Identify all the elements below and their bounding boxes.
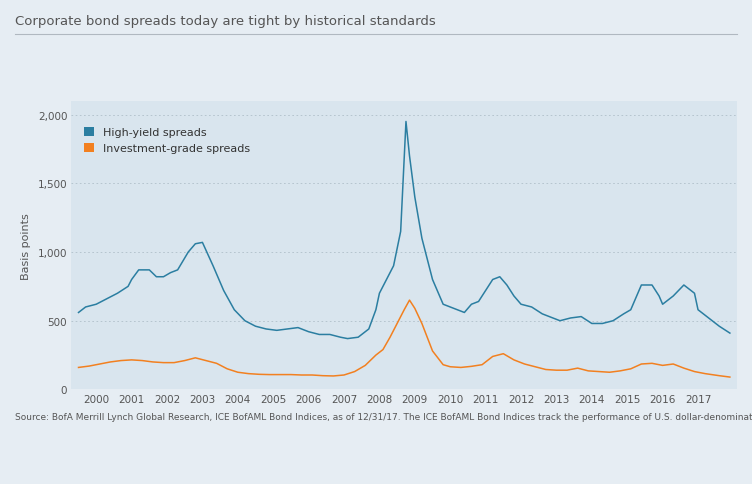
Y-axis label: Basis points: Basis points — [21, 212, 31, 279]
Text: Source: BofA Merrill Lynch Global Research, ICE BofAML Bond Indices, as of 12/31: Source: BofA Merrill Lynch Global Resear… — [15, 412, 752, 422]
Legend: High-yield spreads, Investment-grade spreads: High-yield spreads, Investment-grade spr… — [83, 127, 250, 154]
Text: Corporate bond spreads today are tight by historical standards: Corporate bond spreads today are tight b… — [15, 15, 436, 28]
